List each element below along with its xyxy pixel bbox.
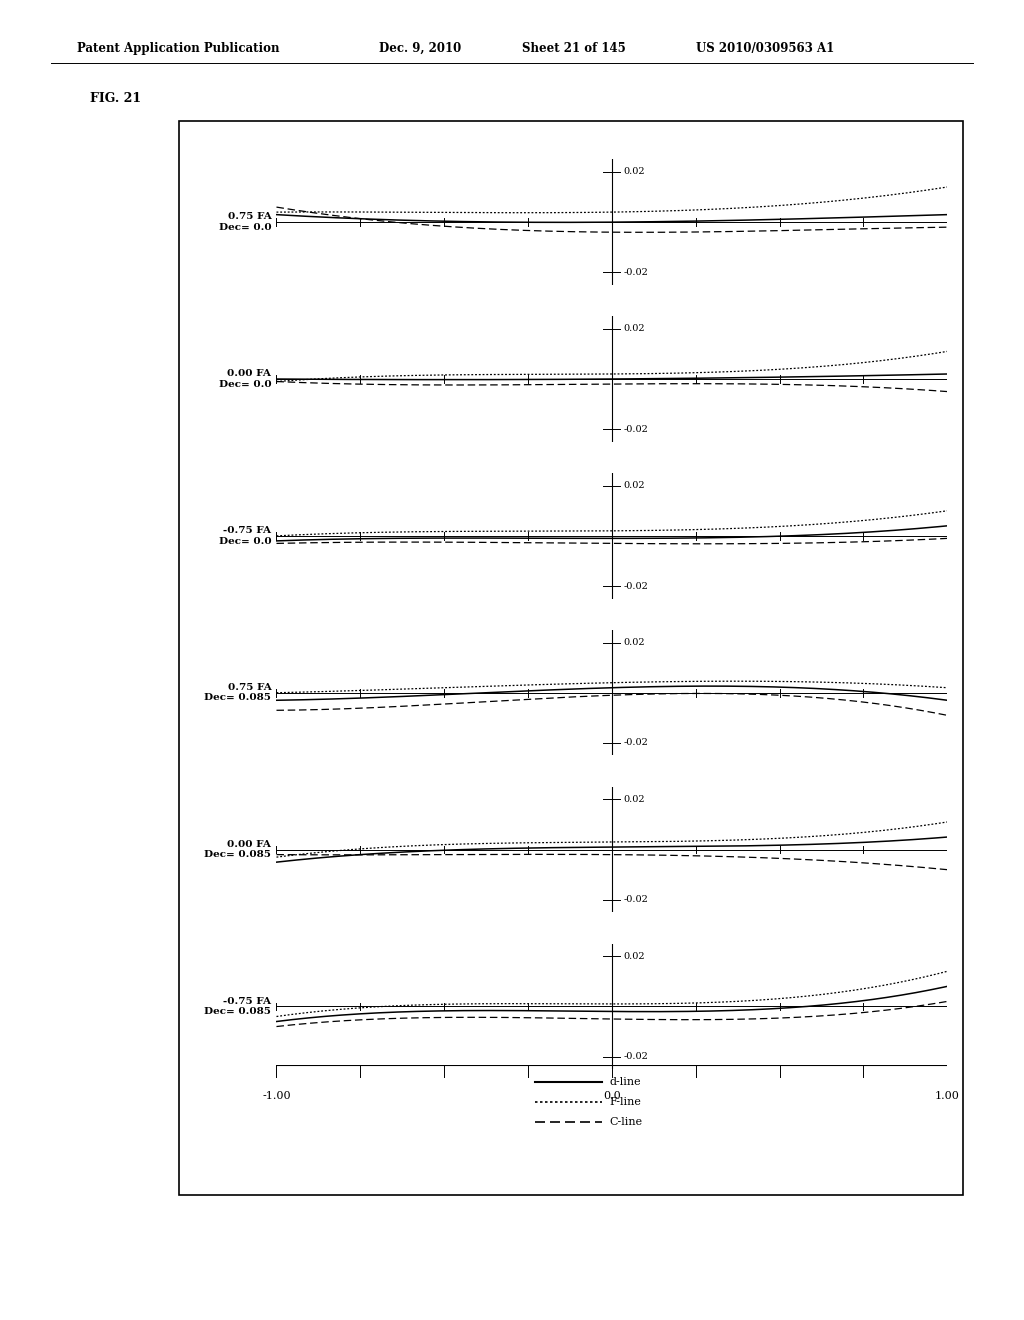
Text: 0.00 FA
Dec= 0.0: 0.00 FA Dec= 0.0	[219, 370, 271, 388]
Text: -0.02: -0.02	[624, 582, 648, 590]
Text: 0.75 FA
Dec= 0.085: 0.75 FA Dec= 0.085	[205, 682, 271, 702]
Text: -0.75 FA
Dec= 0.085: -0.75 FA Dec= 0.085	[205, 997, 271, 1016]
Text: Patent Application Publication: Patent Application Publication	[77, 42, 280, 55]
Text: -0.02: -0.02	[624, 268, 648, 277]
Text: Dec. 9, 2010: Dec. 9, 2010	[379, 42, 461, 55]
Text: 0.02: 0.02	[624, 168, 645, 177]
Text: 1.00: 1.00	[935, 1092, 959, 1101]
Text: Sheet 21 of 145: Sheet 21 of 145	[522, 42, 626, 55]
Text: 0.02: 0.02	[624, 952, 645, 961]
Text: F-line: F-line	[609, 1097, 642, 1107]
Text: d-line: d-line	[609, 1077, 641, 1088]
Text: US 2010/0309563 A1: US 2010/0309563 A1	[696, 42, 835, 55]
Text: -0.02: -0.02	[624, 1052, 648, 1061]
Text: 0.00 FA
Dec= 0.085: 0.00 FA Dec= 0.085	[205, 840, 271, 859]
Text: 0.75 FA
Dec= 0.0: 0.75 FA Dec= 0.0	[219, 213, 271, 232]
Text: 0.02: 0.02	[624, 482, 645, 490]
Text: C-line: C-line	[609, 1117, 643, 1127]
Text: -1.00: -1.00	[262, 1092, 291, 1101]
Text: 0.02: 0.02	[624, 795, 645, 804]
Text: -0.75 FA
Dec= 0.0: -0.75 FA Dec= 0.0	[219, 527, 271, 545]
Text: 0.0: 0.0	[603, 1092, 621, 1101]
Text: -0.02: -0.02	[624, 425, 648, 434]
Text: 0.02: 0.02	[624, 325, 645, 334]
Text: -0.02: -0.02	[624, 738, 648, 747]
Text: 0.02: 0.02	[624, 638, 645, 647]
Text: FIG. 21: FIG. 21	[90, 92, 141, 106]
Text: -0.02: -0.02	[624, 895, 648, 904]
